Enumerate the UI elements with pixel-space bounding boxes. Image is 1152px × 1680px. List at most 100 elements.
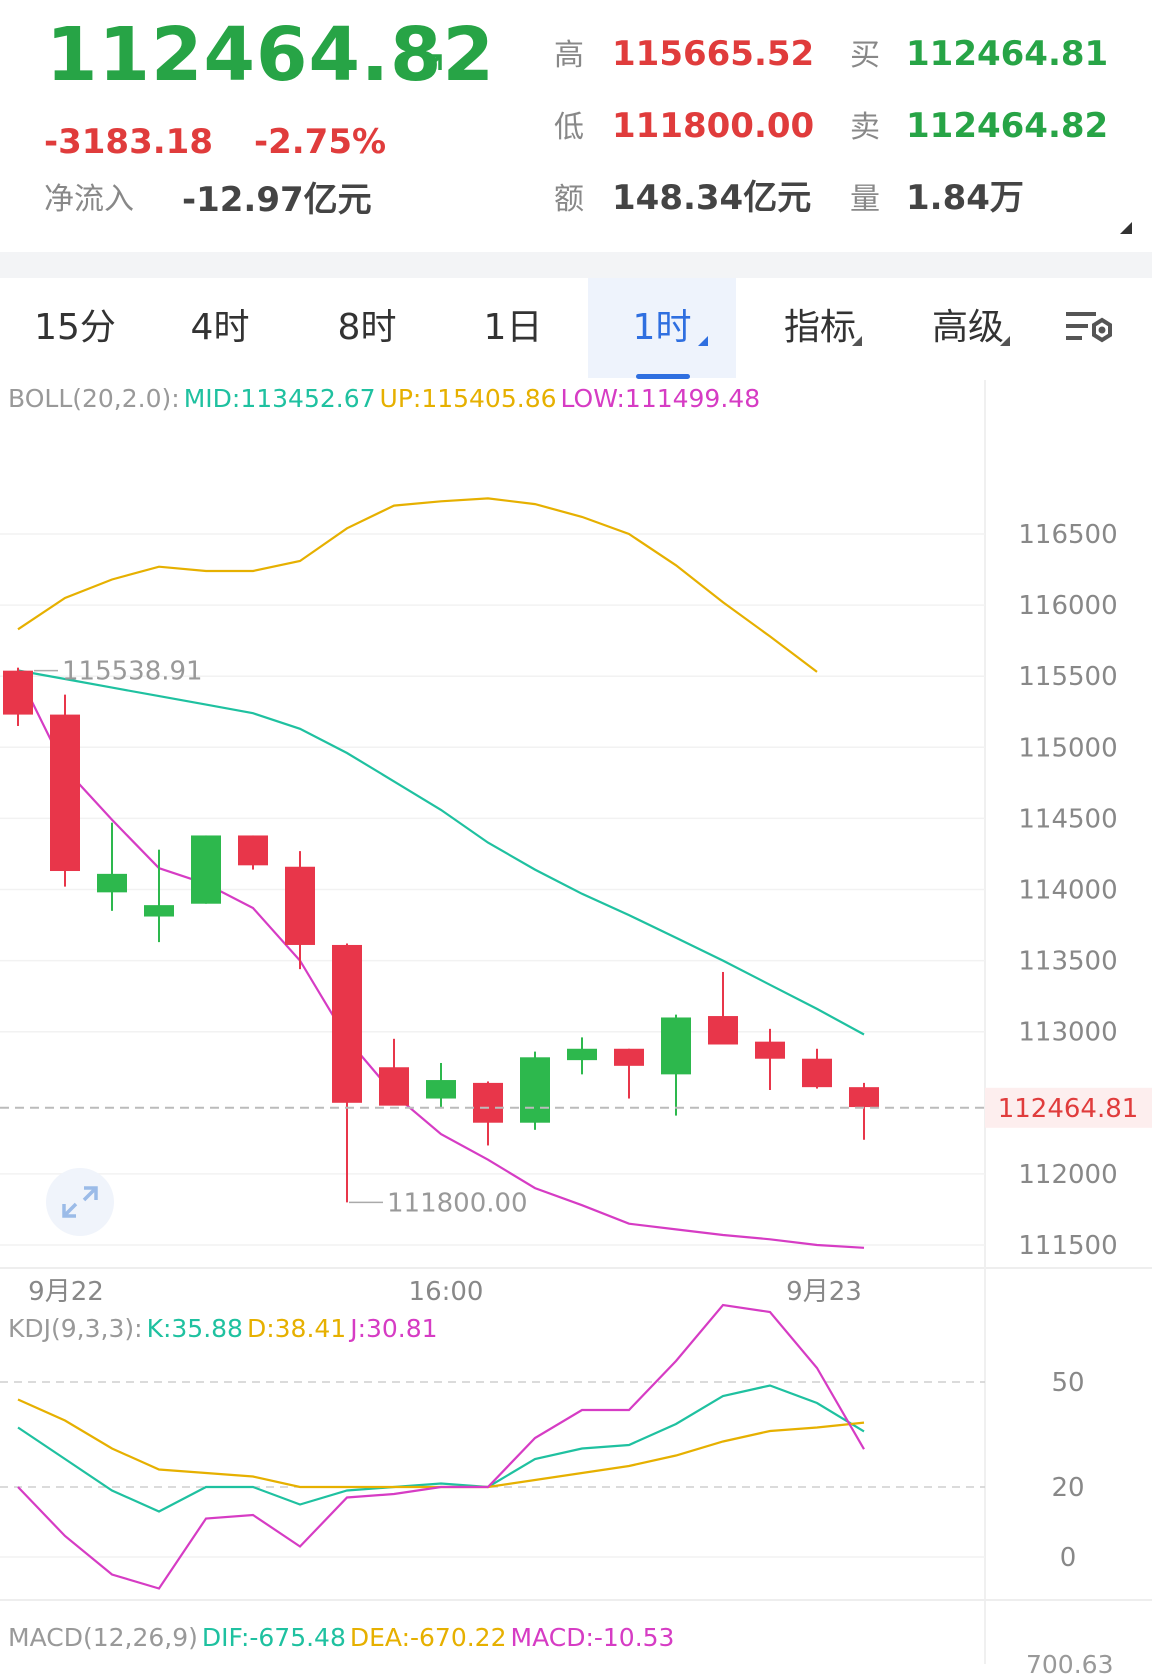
candle-body (50, 714, 80, 872)
tab-advanced[interactable]: 高级 (908, 278, 1028, 378)
tab-4h[interactable]: 4时 (190, 307, 250, 348)
macd-dif: DIF:-675.48 (201, 1623, 346, 1652)
candle (97, 822, 127, 911)
kdj-legend: KDJ(9,3,3): K:35.88 D:38.41 J:30.81 (8, 1314, 442, 1344)
tab-1d[interactable]: 1日 (483, 307, 543, 348)
y-tick-label: 116500 (1018, 520, 1117, 550)
max-annotation-label: 115538.91 (62, 657, 203, 687)
boll-prefix: BOLL(20,2.0): (8, 384, 180, 413)
x-tick-label: 9月22 (28, 1277, 104, 1307)
candle (614, 1048, 644, 1099)
candle-body (520, 1057, 550, 1123)
candle (332, 943, 362, 1203)
candle (144, 849, 174, 943)
min-annotation-label: 111800.00 (387, 1188, 528, 1218)
price-change: -3183.18 (44, 122, 213, 162)
volume-label: 量 (850, 182, 880, 217)
candle (473, 1081, 503, 1146)
kdj-y-tick-label: 20 (1051, 1473, 1084, 1503)
tab-15m[interactable]: 15分 (34, 307, 116, 348)
candle (567, 1037, 597, 1075)
dropdown-triangle-icon (852, 336, 862, 346)
candle-body (849, 1087, 879, 1108)
price-change-percent: -2.75% (254, 122, 387, 162)
candle (379, 1038, 409, 1106)
candle (238, 835, 268, 870)
volume-value: 1.84万 (906, 178, 1024, 218)
arrow-up-right-icon (416, 54, 442, 80)
macd-legend: MACD(12,26,9) DIF:-675.48 DEA:-670.22 MACD:… (8, 1623, 678, 1653)
candle-body (144, 905, 174, 917)
boll-mid-line (17, 669, 865, 1036)
candle (661, 1014, 691, 1116)
candle-body (473, 1082, 503, 1123)
bid-value: 112464.81 (906, 34, 1109, 74)
net-inflow-label: 净流入 (44, 182, 134, 217)
dropdown-triangle-icon (1000, 336, 1010, 346)
dropdown-triangle-icon (698, 336, 708, 346)
turnover-label: 额 (554, 182, 584, 217)
candle-body (614, 1048, 644, 1066)
expand-icon (62, 1186, 98, 1218)
candle-body (426, 1080, 456, 1099)
candle-body (379, 1067, 409, 1106)
boll-up: UP:115405.86 (379, 384, 557, 413)
y-tick-label: 115000 (1018, 733, 1117, 763)
candle (285, 851, 315, 970)
active-tab-indicator (636, 374, 690, 379)
boll-mid: MID:113452.67 (183, 384, 376, 413)
boll-legend: BOLL(20,2.0): MID:113452.67 UP:115405.86 LO… (8, 384, 764, 414)
candle (191, 835, 221, 904)
candle-body (332, 944, 362, 1103)
current-price-label: 112464.81 (998, 1094, 1139, 1124)
tab-8h[interactable]: 8时 (337, 307, 397, 348)
candle (755, 1028, 785, 1091)
y-tick-label: 114500 (1018, 804, 1117, 834)
y-tick-label: 116000 (1018, 591, 1117, 621)
ask-value: 112464.82 (906, 106, 1109, 146)
kdj-y-tick-label: 50 (1051, 1368, 1084, 1398)
high-label: 高 (554, 38, 584, 73)
macd-value: MACD:-10.53 (510, 1623, 675, 1652)
y-tick-label: 111500 (1018, 1231, 1117, 1261)
boll-low: LOW:111499.48 (560, 384, 761, 413)
high-value: 115665.52 (612, 34, 815, 74)
low-value: 111800.00 (612, 106, 815, 146)
last-price: 112464.82 (46, 12, 496, 98)
macd-dea: DEA:-670.22 (349, 1623, 507, 1652)
candle (708, 971, 738, 1045)
candle (50, 694, 80, 887)
candle (520, 1051, 550, 1130)
x-tick-label: 16:00 (409, 1277, 484, 1307)
candle-body (802, 1058, 832, 1088)
expand-corner-icon[interactable] (1120, 222, 1132, 234)
section-divider (0, 252, 1152, 278)
macd-prefix: MACD(12,26,9) (8, 1623, 198, 1652)
candle (849, 1082, 879, 1140)
candle-body (97, 873, 127, 893)
tab-1h[interactable]: 1时 (588, 278, 736, 378)
candle-body (285, 866, 315, 945)
boll-up-line (17, 497, 818, 673)
fullscreen-button[interactable] (46, 1168, 114, 1236)
chart-settings-icon[interactable] (1064, 308, 1116, 350)
candle-body (755, 1041, 785, 1059)
candle-body (191, 835, 221, 904)
bid-label: 买 (850, 38, 880, 73)
x-tick-label: 9月23 (786, 1277, 862, 1307)
low-label: 低 (554, 110, 584, 145)
candle-body (567, 1048, 597, 1061)
kdj-k: K:35.88 (146, 1314, 243, 1343)
kdj-j: J:30.81 (350, 1314, 438, 1343)
period-tabs: 15分 4时 8时 1日 1时 指标 高级 (0, 278, 1152, 378)
candle-body (238, 835, 268, 866)
y-tick-label: 112000 (1018, 1160, 1117, 1190)
kdj-prefix: KDJ(9,3,3): (8, 1314, 143, 1343)
kdj-d-line (17, 1398, 865, 1489)
y-tick-label: 113000 (1018, 1018, 1117, 1048)
ask-label: 卖 (850, 110, 880, 145)
turnover-value: 148.34亿元 (612, 178, 812, 218)
tab-indicators[interactable]: 指标 (760, 278, 880, 378)
candle (3, 667, 33, 726)
